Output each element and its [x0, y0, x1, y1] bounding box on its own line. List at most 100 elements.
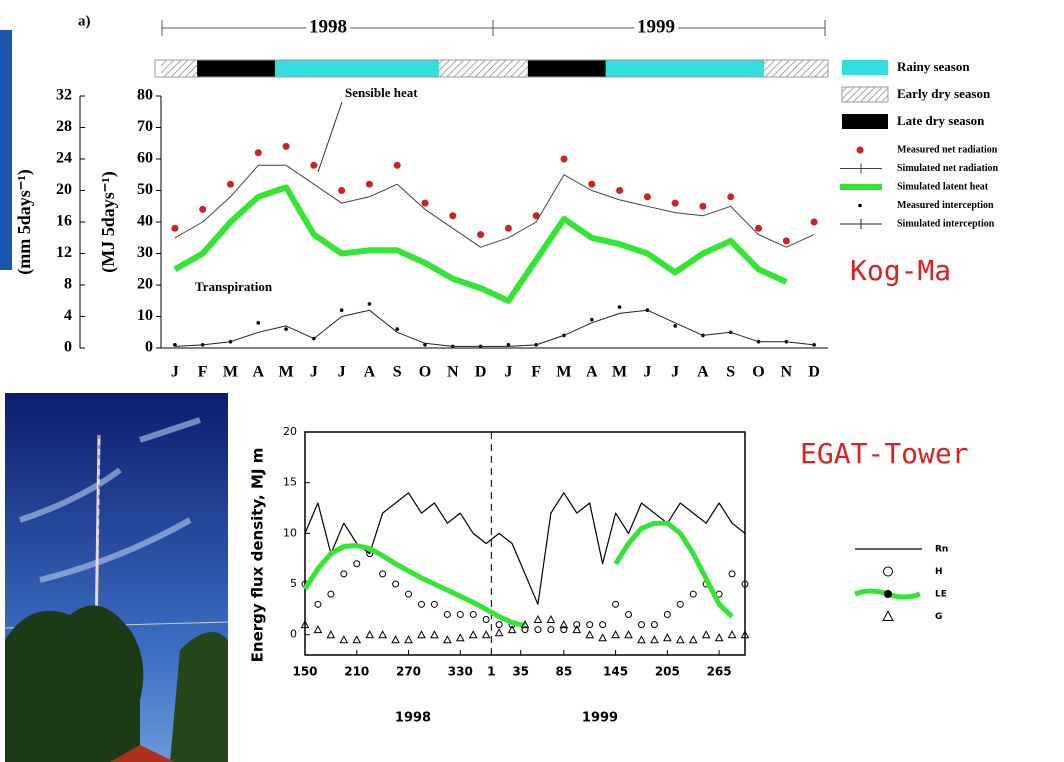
g-marker — [378, 630, 387, 639]
rn-line — [304, 492, 746, 605]
season-bar-frame — [154, 59, 829, 78]
y2-tick-label: 24 — [56, 150, 72, 167]
x-tick-label: 270 — [396, 665, 421, 679]
legend-label: Simulated latent heat — [897, 181, 989, 192]
interception-dot — [673, 324, 677, 328]
net-radiation-marker — [254, 149, 262, 157]
interception-dot — [423, 343, 427, 347]
interception-dot — [589, 317, 594, 322]
x-tick-label: 145 — [603, 665, 628, 679]
interception-dot — [256, 321, 261, 325]
net-radiation-marker — [616, 187, 624, 194]
y-tick-label: 10 — [283, 526, 297, 539]
h-marker — [443, 610, 451, 618]
h-marker — [482, 616, 490, 624]
interception-dot — [395, 327, 400, 331]
g-marker — [507, 625, 517, 634]
x-tick-label: O — [419, 364, 431, 381]
h-marker — [676, 600, 684, 608]
h-marker — [650, 621, 658, 629]
x-tick-label: S — [393, 364, 402, 381]
legend-label: G — [935, 612, 942, 622]
g-marker — [443, 635, 452, 644]
x-tick-label: 330 — [448, 665, 473, 679]
y-tick-label: 5 — [290, 577, 297, 590]
h-marker — [612, 600, 620, 608]
y2-tick-label: 16 — [56, 213, 72, 230]
legend-label: Rn — [935, 545, 948, 555]
g-marker — [688, 635, 698, 644]
interception-dot — [506, 343, 511, 347]
y-tick-label: 30 — [137, 244, 153, 261]
image-edge — [0, 30, 12, 270]
season-span — [527, 60, 606, 77]
h-marker — [689, 590, 697, 598]
g-marker — [300, 620, 310, 629]
net-radiation-marker — [755, 224, 763, 232]
season-legend-label: Rainy season — [897, 59, 970, 74]
x-tick-label: A — [697, 364, 709, 381]
legend-marker — [858, 203, 862, 208]
y2-tick-label: 20 — [56, 181, 72, 198]
interception-dot — [367, 302, 372, 306]
x-tick-label: M — [612, 364, 627, 381]
latent-heat-line — [173, 184, 788, 304]
h-marker — [534, 626, 542, 634]
season-span — [274, 60, 439, 77]
net-radiation-marker — [226, 180, 234, 188]
x-tick-label: F — [531, 364, 541, 381]
g-marker — [727, 630, 737, 639]
legend-label: Measured interception — [897, 200, 994, 211]
x-tick-label: S — [726, 364, 735, 381]
g-marker — [391, 635, 400, 644]
season-span — [438, 60, 528, 77]
g-marker — [404, 635, 413, 644]
season-legend-swatch — [842, 60, 888, 75]
net-radiation-marker — [588, 180, 596, 188]
g-marker — [417, 630, 426, 639]
year-label: 1998 — [395, 711, 431, 726]
g-marker — [611, 630, 620, 639]
legend-dot — [884, 590, 892, 598]
legend-label: H — [935, 567, 943, 577]
g-marker — [714, 633, 724, 642]
year-label: 1998 — [309, 16, 347, 37]
x-tick-label: N — [447, 364, 459, 381]
g-marker — [365, 630, 375, 639]
x-tick-label: 35 — [512, 665, 529, 679]
net-radiation-marker — [365, 180, 373, 188]
x-tick-label: J — [504, 364, 512, 381]
interception-dot — [284, 327, 288, 331]
season-legend-swatch — [841, 86, 889, 103]
h-marker — [625, 610, 633, 618]
h-marker — [663, 610, 671, 618]
y-tick-label: 15 — [283, 476, 297, 489]
h-marker — [586, 621, 594, 629]
x-tick-label: 205 — [655, 665, 680, 679]
g-marker — [650, 635, 659, 644]
annotation: Transpiration — [195, 279, 273, 294]
g-marker — [339, 635, 349, 644]
x-tick-label: 150 — [292, 665, 317, 679]
season-span — [764, 60, 828, 77]
x-tick-label: J — [310, 364, 318, 381]
h-marker — [417, 600, 425, 608]
y-axis-title: (MJ 5days⁻¹) — [98, 171, 119, 272]
annotation-leader — [317, 101, 343, 173]
legend-marker — [883, 566, 893, 577]
x-tick-label: F — [198, 364, 208, 381]
season-legend-label: Early dry season — [897, 86, 991, 101]
y2-axis-title: (mm 5days⁻¹) — [14, 169, 35, 274]
g-marker — [559, 620, 569, 629]
x-tick-label: D — [475, 364, 487, 381]
h-marker — [469, 610, 477, 618]
g-marker — [520, 620, 530, 629]
legend-label: Measured net radiation — [897, 144, 998, 155]
x-tick-label: 1 — [487, 665, 495, 679]
g-marker — [352, 635, 362, 644]
plot-frame — [304, 431, 746, 656]
net-radiation-marker — [449, 212, 457, 220]
h-marker — [573, 621, 581, 629]
g-marker — [455, 633, 465, 642]
